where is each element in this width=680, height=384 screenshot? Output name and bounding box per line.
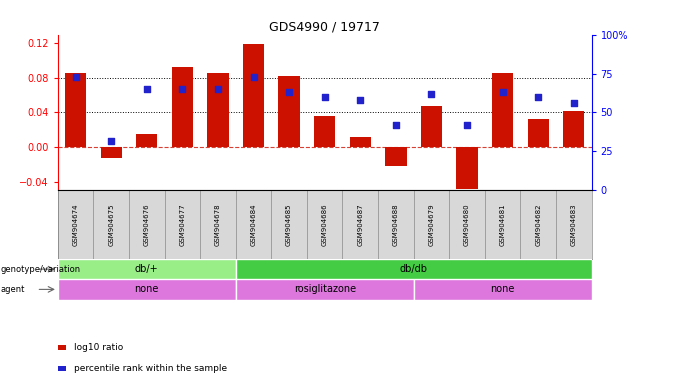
- Bar: [65, 73, 86, 147]
- Point: [212, 86, 223, 92]
- Text: GSM904684: GSM904684: [250, 204, 256, 246]
- Bar: [314, 116, 335, 147]
- Text: none: none: [490, 285, 515, 295]
- Bar: [563, 111, 585, 147]
- Point: [320, 94, 330, 100]
- Text: GSM904681: GSM904681: [500, 204, 506, 246]
- Bar: [136, 134, 158, 147]
- Bar: [58, 279, 236, 300]
- Point: [248, 74, 259, 80]
- Point: [568, 100, 579, 106]
- Text: GSM904679: GSM904679: [428, 204, 435, 246]
- Bar: [413, 279, 592, 300]
- Bar: [350, 137, 371, 147]
- Point: [70, 74, 81, 80]
- Point: [141, 86, 152, 92]
- Text: GSM904683: GSM904683: [571, 204, 577, 246]
- Point: [355, 97, 366, 103]
- Text: GSM904676: GSM904676: [143, 204, 150, 246]
- Bar: [492, 73, 513, 147]
- Point: [533, 94, 544, 100]
- Text: db/db: db/db: [400, 264, 428, 274]
- Text: percentile rank within the sample: percentile rank within the sample: [74, 364, 227, 373]
- Point: [497, 89, 508, 95]
- Text: genotype/variation: genotype/variation: [1, 265, 81, 274]
- Bar: [101, 147, 122, 158]
- Point: [284, 89, 294, 95]
- Text: GSM904674: GSM904674: [73, 204, 79, 246]
- Point: [390, 122, 401, 128]
- Text: GSM904687: GSM904687: [357, 204, 363, 246]
- Text: GSM904675: GSM904675: [108, 204, 114, 246]
- Bar: [236, 279, 413, 300]
- Text: agent: agent: [1, 285, 25, 294]
- Bar: [456, 147, 478, 189]
- Text: GSM904677: GSM904677: [180, 204, 186, 246]
- Point: [177, 86, 188, 92]
- Title: GDS4990 / 19717: GDS4990 / 19717: [269, 20, 380, 33]
- Text: GSM904680: GSM904680: [464, 204, 470, 246]
- Bar: [171, 68, 193, 147]
- Text: log10 ratio: log10 ratio: [74, 343, 123, 352]
- Bar: [58, 259, 236, 279]
- Bar: [207, 73, 228, 147]
- Text: GSM904686: GSM904686: [322, 204, 328, 246]
- Text: GSM904685: GSM904685: [286, 204, 292, 246]
- Bar: [421, 106, 442, 147]
- Text: none: none: [135, 285, 159, 295]
- Bar: [278, 76, 300, 147]
- Point: [106, 137, 117, 144]
- Point: [462, 122, 473, 128]
- Point: [426, 91, 437, 97]
- Text: db/+: db/+: [135, 264, 158, 274]
- Text: rosiglitazone: rosiglitazone: [294, 285, 356, 295]
- Bar: [385, 147, 407, 166]
- Text: GSM904688: GSM904688: [393, 204, 399, 246]
- Text: GSM904678: GSM904678: [215, 204, 221, 246]
- Text: GSM904682: GSM904682: [535, 204, 541, 246]
- Bar: [528, 119, 549, 147]
- Bar: [243, 44, 265, 147]
- Bar: [236, 259, 592, 279]
